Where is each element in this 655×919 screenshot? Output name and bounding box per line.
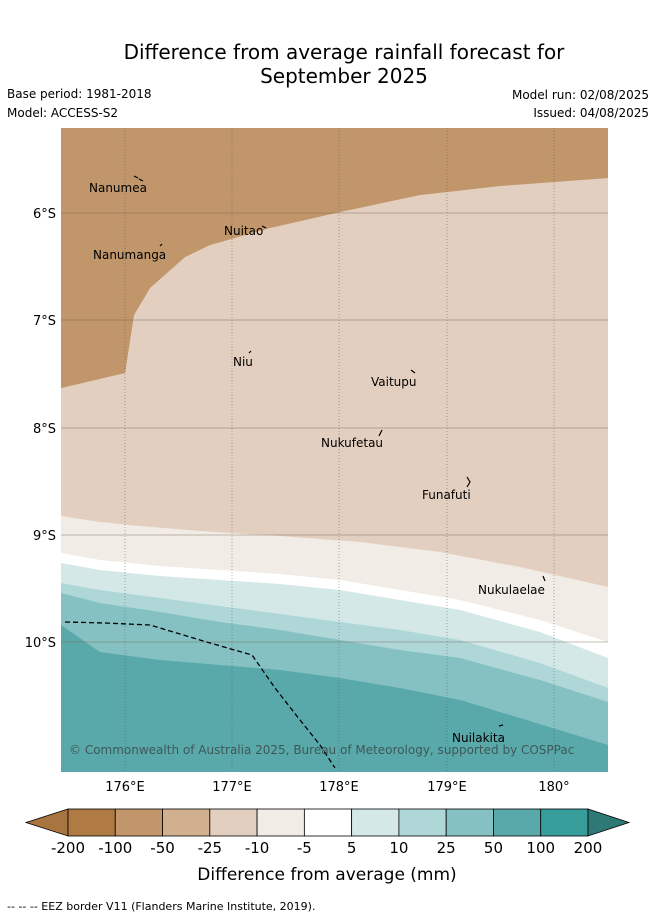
lat-label-10s: 10°S: [25, 636, 56, 651]
legend-tick-label: 10: [389, 839, 408, 857]
lon-label-176e: 176°E: [105, 780, 145, 795]
lat-axis-labels: 6°S 7°S 8°S 9°S 10°S: [25, 207, 56, 651]
island-shape-nukufetau: [378, 429, 383, 437]
island-label-nukulaelae: Nukulaelae: [478, 583, 545, 597]
legend-swatch: [351, 808, 400, 837]
legend-tick-label: 25: [437, 839, 456, 857]
legend-title: Difference from average (mm): [197, 865, 456, 885]
legend-swatch: [493, 808, 542, 837]
model-run: Model run: 02/08/2025: [511, 88, 649, 102]
legend-extend-low: [24, 808, 69, 837]
map-title: Difference from average rainfall forecas…: [0, 40, 655, 88]
island-shape-nanumea: [133, 175, 144, 182]
legend-swatch: [398, 808, 447, 837]
island-label-nukufetau: Nukufetau: [321, 436, 383, 450]
island-shape-nuilakita: [498, 724, 504, 727]
island-shape-nukulaelae: [542, 575, 546, 582]
island-label-nanumea: Nanumea: [89, 181, 147, 195]
legend-swatch: [303, 808, 353, 837]
copyright-notice: © Commonwealth of Australia 2025, Bureau…: [69, 743, 574, 757]
island-label-funafuti: Funafuti: [422, 488, 471, 502]
island-shape-niu: [248, 350, 252, 354]
band-neg50: [61, 128, 608, 388]
base-period: Base period: 1981-2018: [7, 87, 152, 101]
legend-tick-label: 100: [526, 839, 555, 857]
island-shape-vaitupu: [410, 369, 416, 374]
legend-swatch: [256, 808, 305, 837]
island-label-niu: Niu: [233, 355, 253, 369]
legend-swatch: [162, 808, 211, 837]
island-label-nanumanga: Nanumanga: [93, 248, 166, 262]
legend-extend-high: [587, 808, 631, 837]
island-label-vaitupu: Vaitupu: [371, 375, 417, 389]
legend-swatch: [540, 808, 589, 837]
legend-swatch: [114, 808, 163, 837]
lon-axis-labels: 176°E 177°E 178°E 179°E 180°: [105, 780, 569, 795]
legend-swatch: [67, 808, 116, 837]
lon-gridlines: [124, 128, 555, 772]
legend-tick-label: 5: [347, 839, 357, 857]
island-shapes: [133, 175, 546, 727]
title-line-2: September 2025: [260, 64, 428, 88]
lat-gridlines: [61, 212, 608, 643]
lon-label-179e: 179°E: [427, 780, 467, 795]
legend-tick-label: 50: [484, 839, 503, 857]
legend-swatch: [445, 808, 494, 837]
island-label-nuitao: Nuitao: [224, 224, 263, 238]
model-name: Model: ACCESS-S2: [7, 106, 119, 120]
issued-date: Issued: 04/08/2025: [533, 106, 649, 120]
island-label-nuilakita: Nuilakita: [452, 731, 505, 745]
legend-tick-label: -50: [150, 839, 175, 857]
lon-label-180: 180°: [538, 780, 569, 795]
lon-label-178e: 178°E: [319, 780, 359, 795]
island-shape-funafuti: [466, 476, 471, 488]
lat-label-9s: 9°S: [33, 529, 56, 544]
island-labels: Nanumea Nuitao Nanumanga Niu Vaitupu Nuk…: [89, 181, 545, 745]
lat-label-8s: 8°S: [33, 422, 56, 437]
legend-tick-label: -100: [98, 839, 132, 857]
island-shape-nanumanga: [159, 243, 163, 247]
legend-tick-label: 200: [574, 839, 603, 857]
footer-note: -- -- -- EEZ border V11 (Flanders Marine…: [7, 900, 316, 913]
legend-tick-label: -5: [297, 839, 312, 857]
legend-tick-label: -10: [245, 839, 270, 857]
lat-label-6s: 6°S: [33, 207, 56, 222]
colorbar-legend: -200 -100 -50 -25 -10 -5 5 10 25 50 100 200 Differe…: [24, 808, 631, 885]
lon-label-177e: 177°E: [212, 780, 252, 795]
title-line-1: Difference from average rainfall forecas…: [123, 40, 565, 64]
legend-swatch: [209, 808, 258, 837]
lat-label-7s: 7°S: [33, 314, 56, 329]
rainfall-contours: [61, 128, 608, 772]
legend-tick-label: -25: [198, 839, 223, 857]
legend-tick-label: -200: [51, 839, 85, 857]
island-shape-nuitao: [261, 225, 267, 229]
